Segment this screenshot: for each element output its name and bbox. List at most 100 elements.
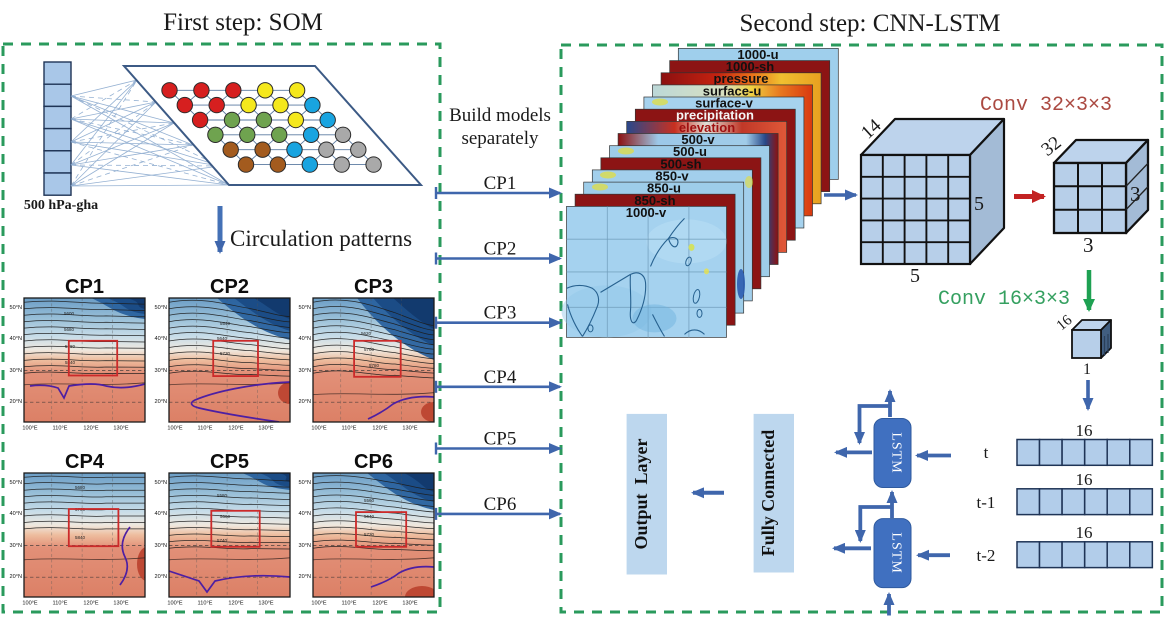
svg-text:30°N: 30°N — [10, 368, 23, 374]
svg-text:30°N: 30°N — [299, 543, 312, 549]
svg-text:CP6: CP6 — [354, 451, 393, 473]
svg-text:LSTM: LSTM — [889, 432, 904, 473]
svg-text:500-sh: 500-sh — [660, 156, 701, 171]
svg-text:5640: 5640 — [364, 514, 375, 519]
svg-text:100°E: 100°E — [167, 601, 183, 607]
svg-text:t-1: t-1 — [977, 493, 996, 512]
svg-text:500-u: 500-u — [673, 144, 707, 159]
svg-text:130°E: 130°E — [402, 426, 418, 432]
svg-text:20°N: 20°N — [299, 399, 312, 405]
svg-text:50°N: 50°N — [299, 305, 312, 311]
svg-text:130°E: 130°E — [258, 426, 274, 432]
svg-text:5660: 5660 — [220, 514, 231, 519]
svg-text:16: 16 — [1076, 523, 1093, 542]
svg-text:40°N: 40°N — [155, 336, 168, 342]
svg-text:5620: 5620 — [361, 331, 372, 336]
svg-text:40°N: 40°N — [10, 511, 23, 517]
svg-text:30°N: 30°N — [155, 368, 168, 374]
svg-text:40°N: 40°N — [10, 336, 23, 342]
svg-text:Circulation patterns: Circulation patterns — [230, 226, 412, 251]
svg-text:3: 3 — [1130, 182, 1141, 206]
svg-text:30°N: 30°N — [10, 543, 23, 549]
svg-text:50°N: 50°N — [10, 305, 23, 311]
svg-text:CP6: CP6 — [484, 494, 517, 515]
svg-text:120°E: 120°E — [83, 601, 99, 607]
svg-text:100°E: 100°E — [311, 601, 327, 607]
svg-text:40°N: 40°N — [299, 336, 312, 342]
svg-text:110°E: 110°E — [198, 426, 213, 432]
svg-text:t-2: t-2 — [977, 546, 996, 565]
svg-text:20°N: 20°N — [299, 574, 312, 580]
svg-text:20°N: 20°N — [155, 574, 168, 580]
svg-text:130°E: 130°E — [258, 601, 274, 607]
svg-text:CP1: CP1 — [65, 276, 104, 298]
svg-text:5720: 5720 — [364, 532, 375, 537]
svg-text:1000-sh: 1000-sh — [726, 59, 774, 74]
svg-text:precipitation: precipitation — [676, 108, 754, 123]
svg-text:5840: 5840 — [65, 360, 76, 365]
svg-text:CP3: CP3 — [484, 303, 517, 324]
svg-text:110°E: 110°E — [342, 426, 357, 432]
svg-text:850-v: 850-v — [655, 168, 689, 183]
svg-text:110°E: 110°E — [53, 426, 68, 432]
svg-text:50°N: 50°N — [10, 480, 23, 486]
svg-text:5560: 5560 — [364, 498, 375, 503]
svg-text:100°E: 100°E — [167, 426, 183, 432]
svg-text:1000-u: 1000-u — [737, 47, 778, 62]
svg-text:1: 1 — [1083, 361, 1091, 378]
svg-text:3: 3 — [1083, 233, 1094, 257]
svg-text:Conv 32×3×3: Conv 32×3×3 — [980, 94, 1112, 117]
svg-text:CP4: CP4 — [65, 451, 105, 473]
svg-text:5600: 5600 — [64, 311, 75, 316]
svg-text:1000-v: 1000-v — [626, 205, 667, 220]
svg-text:50°N: 50°N — [299, 480, 312, 486]
svg-text:CP4: CP4 — [484, 367, 517, 388]
svg-text:110°E: 110°E — [53, 601, 68, 607]
svg-text:16: 16 — [1076, 470, 1093, 489]
svg-text:130°E: 130°E — [113, 426, 129, 432]
svg-text:5540: 5540 — [220, 321, 231, 326]
svg-text:LSTM: LSTM — [889, 532, 904, 573]
svg-text:5740: 5740 — [217, 538, 228, 543]
svg-text:100°E: 100°E — [22, 601, 38, 607]
svg-text:5700: 5700 — [364, 347, 375, 352]
svg-text:5840: 5840 — [75, 535, 86, 540]
svg-text:40°N: 40°N — [299, 511, 312, 517]
svg-text:surface-u: surface-u — [703, 83, 762, 98]
svg-text:5640: 5640 — [217, 336, 228, 341]
svg-text:5680: 5680 — [75, 485, 86, 490]
svg-text:5: 5 — [910, 265, 920, 287]
svg-text:elevation: elevation — [679, 120, 735, 135]
svg-text:100°E: 100°E — [22, 426, 38, 432]
svg-text:40°N: 40°N — [155, 511, 168, 517]
svg-text:separately: separately — [461, 128, 539, 149]
svg-text:130°E: 130°E — [113, 601, 129, 607]
svg-text:CP5: CP5 — [484, 429, 517, 450]
svg-text:110°E: 110°E — [342, 601, 357, 607]
svg-text:5720: 5720 — [220, 351, 231, 356]
svg-text:130°E: 130°E — [402, 601, 418, 607]
svg-text:120°E: 120°E — [372, 426, 388, 432]
svg-text:100°E: 100°E — [311, 426, 327, 432]
svg-text:5780: 5780 — [65, 344, 76, 349]
svg-text:110°E: 110°E — [198, 601, 213, 607]
svg-text:50°N: 50°N — [155, 480, 168, 486]
svg-text:Fully Connected: Fully Connected — [758, 430, 778, 557]
svg-text:850-sh: 850-sh — [634, 193, 675, 208]
svg-text:5680: 5680 — [64, 327, 75, 332]
svg-text:CP2: CP2 — [484, 239, 517, 260]
svg-text:20°N: 20°N — [10, 399, 23, 405]
svg-text:CP3: CP3 — [354, 276, 393, 298]
svg-text:CP1: CP1 — [484, 173, 517, 194]
svg-text:First step: SOM: First step: SOM — [163, 9, 323, 36]
svg-text:500-v: 500-v — [681, 132, 715, 147]
svg-text:20°N: 20°N — [155, 399, 168, 405]
svg-text:Output Layer: Output Layer — [631, 438, 651, 549]
svg-text:Build models: Build models — [449, 105, 551, 126]
svg-text:120°E: 120°E — [83, 426, 99, 432]
svg-text:Conv 16×3×3: Conv 16×3×3 — [938, 288, 1070, 311]
svg-text:5580: 5580 — [217, 493, 228, 498]
svg-text:20°N: 20°N — [10, 574, 23, 580]
svg-text:120°E: 120°E — [228, 426, 244, 432]
svg-text:120°E: 120°E — [372, 601, 388, 607]
